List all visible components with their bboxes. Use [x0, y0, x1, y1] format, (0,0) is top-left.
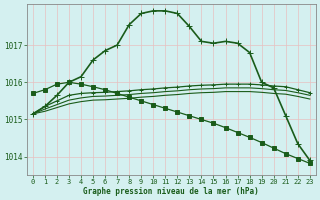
X-axis label: Graphe pression niveau de la mer (hPa): Graphe pression niveau de la mer (hPa)	[84, 187, 259, 196]
